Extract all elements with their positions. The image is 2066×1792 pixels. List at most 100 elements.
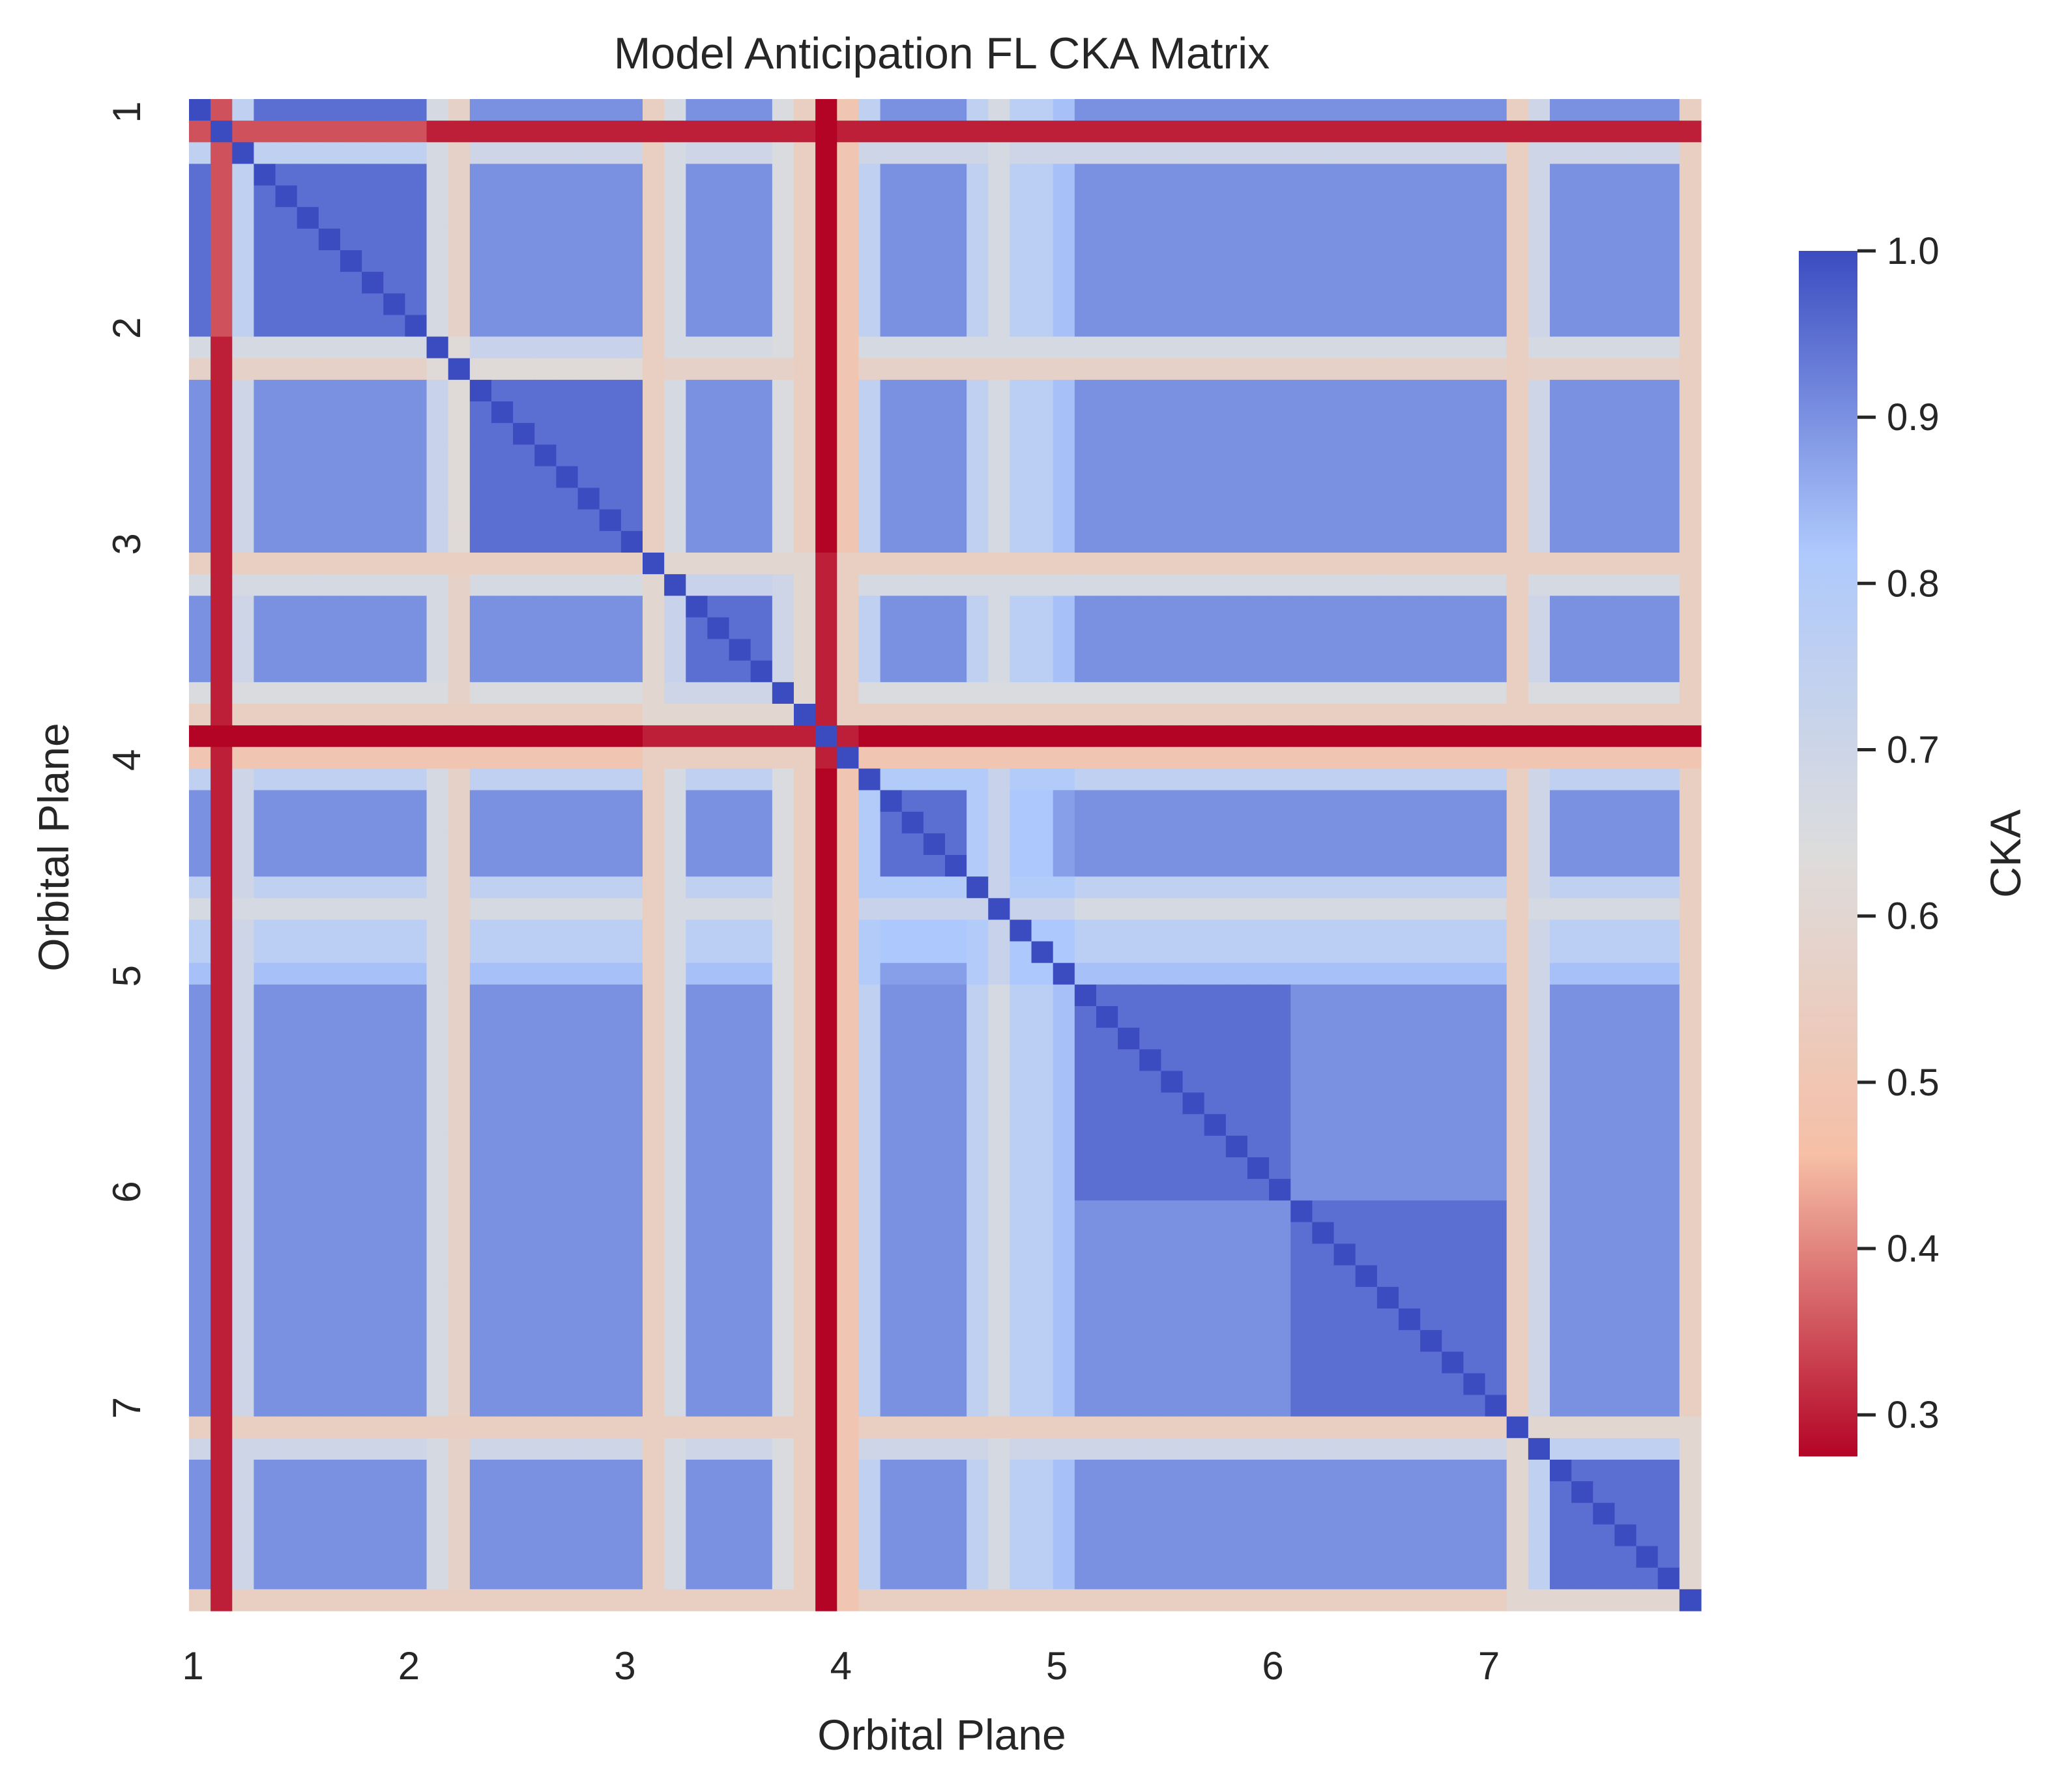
heatmap-cell bbox=[729, 984, 751, 1007]
heatmap-cell bbox=[750, 1567, 773, 1590]
heatmap-cell bbox=[275, 1286, 298, 1309]
heatmap-cell bbox=[1399, 1460, 1421, 1482]
heatmap-cell bbox=[1506, 704, 1529, 726]
heatmap-cell bbox=[189, 962, 211, 985]
heatmap-cell bbox=[1376, 487, 1399, 510]
heatmap-cell bbox=[837, 121, 860, 143]
heatmap-cell bbox=[1376, 833, 1399, 856]
heatmap-cell bbox=[1550, 379, 1572, 402]
heatmap-cell bbox=[1182, 1308, 1205, 1331]
heatmap-cell bbox=[988, 1222, 1011, 1245]
heatmap-cell bbox=[643, 962, 665, 985]
heatmap-cell bbox=[707, 336, 730, 359]
heatmap-cell bbox=[1679, 941, 1702, 964]
heatmap-cell bbox=[232, 725, 255, 747]
heatmap-cell bbox=[534, 790, 557, 813]
heatmap-cell bbox=[405, 553, 428, 575]
heatmap-cell bbox=[1161, 401, 1184, 424]
heatmap-cell bbox=[1096, 315, 1118, 338]
heatmap-cell bbox=[1355, 1524, 1378, 1547]
heatmap-cell bbox=[599, 574, 622, 596]
heatmap-cell bbox=[750, 1308, 773, 1331]
heatmap-cell bbox=[1399, 1351, 1421, 1374]
heatmap-cell bbox=[686, 293, 708, 316]
heatmap-cell bbox=[1506, 768, 1529, 791]
heatmap-cell bbox=[318, 1416, 341, 1439]
heatmap-cell bbox=[815, 1028, 837, 1050]
heatmap-cell bbox=[1442, 898, 1464, 921]
heatmap-cell bbox=[664, 574, 686, 596]
heatmap-cell bbox=[1312, 553, 1335, 575]
heatmap-cell bbox=[923, 1460, 946, 1482]
heatmap-cell bbox=[988, 1179, 1011, 1201]
heatmap-cell bbox=[448, 379, 471, 402]
heatmap-cell bbox=[1420, 423, 1442, 445]
heatmap-cell bbox=[1636, 1092, 1659, 1115]
heatmap-cell bbox=[1679, 984, 1702, 1007]
heatmap-cell bbox=[1010, 1373, 1032, 1396]
heatmap-cell bbox=[1312, 898, 1335, 921]
heatmap-cell bbox=[275, 1243, 298, 1266]
heatmap-cell bbox=[1139, 962, 1162, 985]
heatmap-cell bbox=[1463, 768, 1486, 791]
heatmap-cell bbox=[426, 833, 449, 856]
heatmap-cell bbox=[1571, 250, 1593, 272]
heatmap-cell bbox=[1679, 228, 1702, 251]
heatmap-cell bbox=[1506, 336, 1529, 359]
heatmap-cell bbox=[1096, 1200, 1118, 1223]
heatmap-cell bbox=[772, 336, 794, 359]
heatmap-cell bbox=[750, 1589, 773, 1611]
heatmap-cell bbox=[923, 1308, 946, 1331]
heatmap-cell bbox=[837, 1589, 860, 1611]
heatmap-cell bbox=[189, 1503, 211, 1525]
heatmap-cell bbox=[1225, 768, 1248, 791]
heatmap-cell bbox=[469, 401, 492, 424]
heatmap-cell bbox=[189, 315, 211, 338]
heatmap-cell bbox=[1204, 1286, 1227, 1309]
heatmap-cell bbox=[686, 1286, 708, 1309]
heatmap-cell bbox=[815, 509, 837, 532]
heatmap-cell bbox=[297, 336, 319, 359]
heatmap-cell bbox=[1399, 962, 1421, 985]
heatmap-cell bbox=[599, 401, 622, 424]
heatmap-cell bbox=[1096, 553, 1118, 575]
heatmap-cell bbox=[988, 1265, 1011, 1288]
heatmap-cell bbox=[1506, 1243, 1529, 1266]
heatmap-cell bbox=[1204, 1524, 1227, 1547]
heatmap-cell bbox=[577, 487, 600, 510]
heatmap-cell bbox=[1204, 919, 1227, 942]
heatmap-cell bbox=[1269, 250, 1291, 272]
heatmap-cell bbox=[297, 768, 319, 791]
heatmap-cell bbox=[1550, 768, 1572, 791]
heatmap-cell bbox=[383, 596, 406, 618]
heatmap-cell bbox=[577, 553, 600, 575]
heatmap-cell bbox=[1657, 401, 1680, 424]
heatmap-cell bbox=[254, 747, 276, 770]
heatmap-cell bbox=[707, 1286, 730, 1309]
heatmap-cell bbox=[1204, 876, 1227, 899]
heatmap-cell bbox=[1139, 919, 1162, 942]
x-axis-label: Orbital Plane bbox=[817, 1711, 1066, 1759]
heatmap-cell bbox=[189, 358, 211, 381]
heatmap-cell bbox=[1333, 876, 1356, 899]
heatmap-cell bbox=[837, 530, 860, 553]
heatmap-cell bbox=[1161, 228, 1184, 251]
heatmap-cell bbox=[1593, 1308, 1616, 1331]
heatmap-cell bbox=[815, 466, 837, 489]
heatmap-cell bbox=[1679, 1092, 1702, 1115]
heatmap-cell bbox=[772, 1157, 794, 1179]
heatmap-cell bbox=[318, 725, 341, 747]
heatmap-cell bbox=[1225, 876, 1248, 899]
heatmap-cell bbox=[729, 1567, 751, 1590]
heatmap-cell bbox=[297, 660, 319, 683]
heatmap-cell bbox=[1550, 833, 1572, 856]
heatmap-cell bbox=[1657, 596, 1680, 618]
heatmap-cell bbox=[405, 682, 428, 704]
heatmap-cell bbox=[923, 487, 946, 510]
heatmap-cell bbox=[1463, 293, 1486, 316]
heatmap-cell bbox=[1031, 682, 1054, 704]
heatmap-cell bbox=[1614, 833, 1637, 856]
heatmap-cell bbox=[1376, 1049, 1399, 1072]
heatmap-cell bbox=[1096, 1395, 1118, 1417]
heatmap-cell bbox=[599, 1222, 622, 1245]
